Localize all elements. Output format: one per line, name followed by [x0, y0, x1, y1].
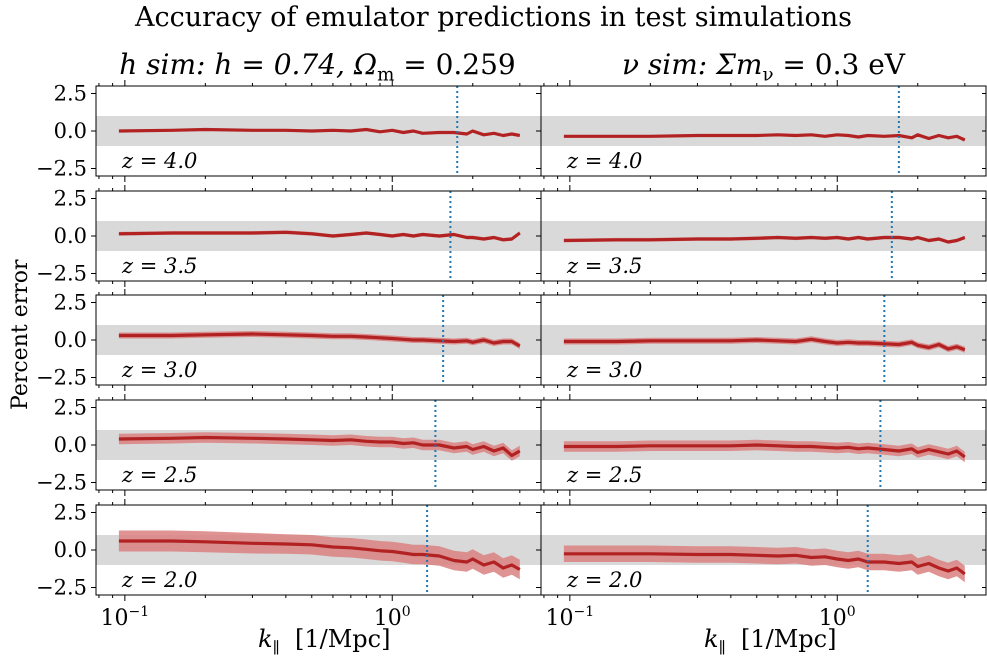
redshift-label: z = 4.0 [566, 149, 642, 173]
redshift-label: z = 2.0 [566, 568, 642, 592]
y-tick-label: 2.5 [54, 291, 87, 315]
redshift-label: z = 3.0 [121, 358, 197, 382]
y-tick-label: −2.5 [36, 576, 87, 600]
series-line [118, 332, 521, 348]
redshift-label: z = 2.5 [566, 463, 642, 487]
x-axis-sub: ∥ [718, 638, 726, 657]
x-tick-label-base: 10 [374, 606, 402, 631]
figure-title: Accuracy of emulator predictions in test… [135, 2, 852, 33]
accuracy-band [541, 116, 986, 146]
redshift-label: z = 3.5 [566, 254, 642, 278]
x-tick-label: 10−1 [546, 604, 595, 631]
column-title-math: h = 0.74, Ω [214, 48, 378, 81]
x-axis-sub: ∥ [272, 638, 280, 657]
y-tick-label: 0.0 [54, 433, 87, 457]
error-band [118, 432, 520, 461]
y-tick-label: −2.5 [36, 366, 87, 390]
column-title-math: Σm [716, 48, 763, 81]
y-tick-label: 2.5 [54, 187, 87, 211]
x-tick-label: 100 [819, 604, 856, 631]
series-line [563, 552, 966, 576]
series-line [118, 435, 521, 458]
accuracy-band [541, 221, 986, 251]
y-tick-label: −2.5 [36, 157, 87, 181]
x-axis-label-left: k∥ [1/Mpc] [258, 625, 390, 657]
x-tick-label-base: 10 [546, 606, 574, 631]
x-tick-label-exponent: 0 [402, 604, 411, 620]
x-tick-label-base: 10 [101, 606, 129, 631]
column-title-italic: h sim: [119, 48, 206, 81]
y-tick-label: 0.0 [54, 224, 87, 248]
column-title-tail: = 0.3 eV [773, 48, 906, 81]
redshift-label: z = 2.5 [121, 463, 197, 487]
x-tick-label-exponent: 0 [847, 604, 856, 620]
y-tick-label: 0.0 [54, 538, 87, 562]
x-tick-label-base: 10 [819, 606, 847, 631]
x-tick-label: 100 [374, 604, 411, 631]
column-title-nu-sim: ν sim: Σmν = 0.3 eV [541, 48, 986, 86]
series-line [563, 337, 966, 352]
x-axis-units: [1/Mpc] [741, 625, 837, 653]
y-tick-label: −2.5 [36, 262, 87, 286]
series-line [118, 127, 521, 138]
series-line [118, 539, 521, 571]
column-title-sub: m [377, 64, 395, 86]
y-tick-label: −2.5 [36, 471, 87, 495]
redshift-label: z = 3.0 [566, 358, 642, 382]
x-tick-label: 10−1 [101, 604, 150, 631]
redshift-label: z = 3.5 [121, 254, 197, 278]
y-tick-label: 2.5 [54, 501, 87, 525]
column-title-sub: ν [762, 64, 774, 86]
y-tick-label: 0.0 [54, 328, 87, 352]
series-line [563, 235, 966, 244]
x-axis-symbol: k [704, 625, 719, 653]
column-title-tail: = 0.259 [394, 48, 516, 81]
series-line [563, 443, 966, 459]
x-axis-label-right: k∥ [1/Mpc] [704, 625, 836, 657]
x-tick-label-exponent: −1 [574, 604, 595, 620]
series-line [563, 133, 966, 142]
x-axis-units: [1/Mpc] [295, 625, 391, 653]
y-tick-label: 2.5 [54, 82, 87, 106]
y-tick-label: 2.5 [54, 396, 87, 420]
redshift-label: z = 2.0 [121, 568, 197, 592]
redshift-label: z = 4.0 [121, 149, 197, 173]
y-tick-label: 0.0 [54, 119, 87, 143]
column-title-italic: ν sim: [621, 48, 708, 81]
series-line [118, 230, 521, 242]
x-tick-label-exponent: −1 [129, 604, 150, 620]
x-axis-symbol: k [258, 625, 273, 653]
column-title-h-sim: h sim: h = 0.74, Ωm = 0.259 [95, 48, 540, 86]
